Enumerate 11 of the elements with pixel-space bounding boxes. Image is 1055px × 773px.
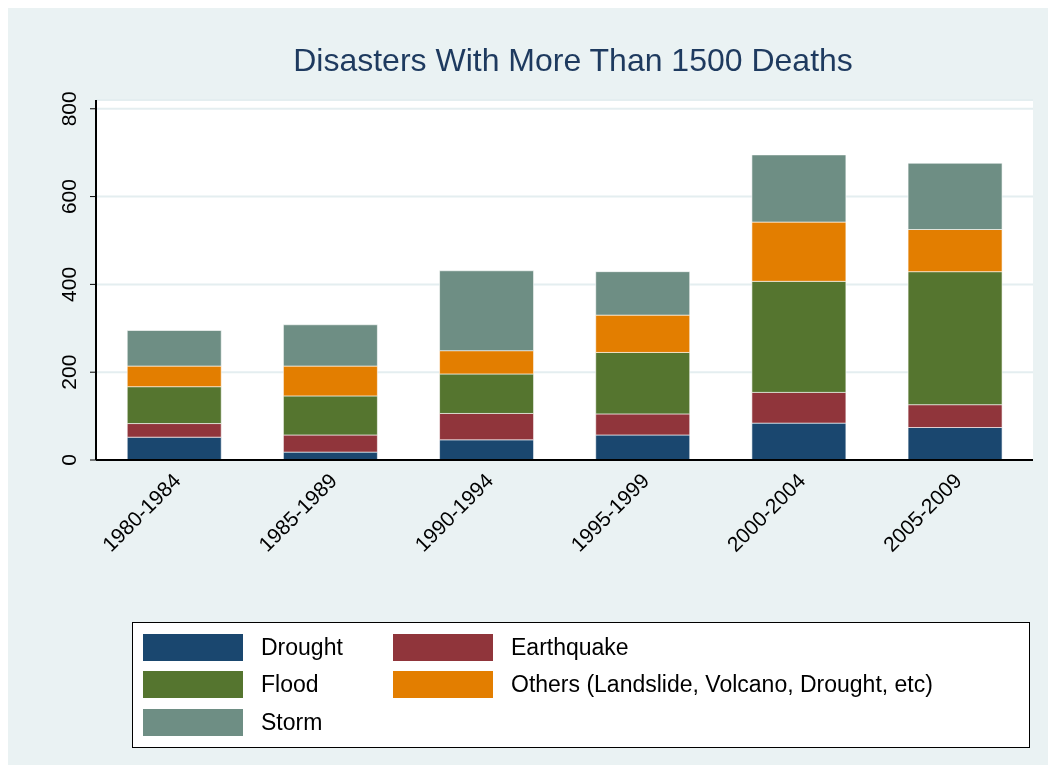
legend-label: Flood [261, 671, 319, 699]
legend-label: Earthquake [511, 634, 629, 661]
legend-label: Drought [261, 634, 343, 661]
chart-title: Disasters With More Than 1500 Deaths [292, 42, 854, 79]
legend-label: Others (Landslide, Volcano, Drought, etc) [511, 671, 933, 699]
legend-label: Storm [261, 708, 323, 736]
y-tick-label: 200 [57, 354, 80, 390]
y-tick-label: 600 [57, 179, 80, 215]
y-tick-label: 0 [57, 454, 80, 466]
y-tick-label: 800 [57, 91, 80, 127]
y-tick-label: 400 [57, 266, 80, 302]
